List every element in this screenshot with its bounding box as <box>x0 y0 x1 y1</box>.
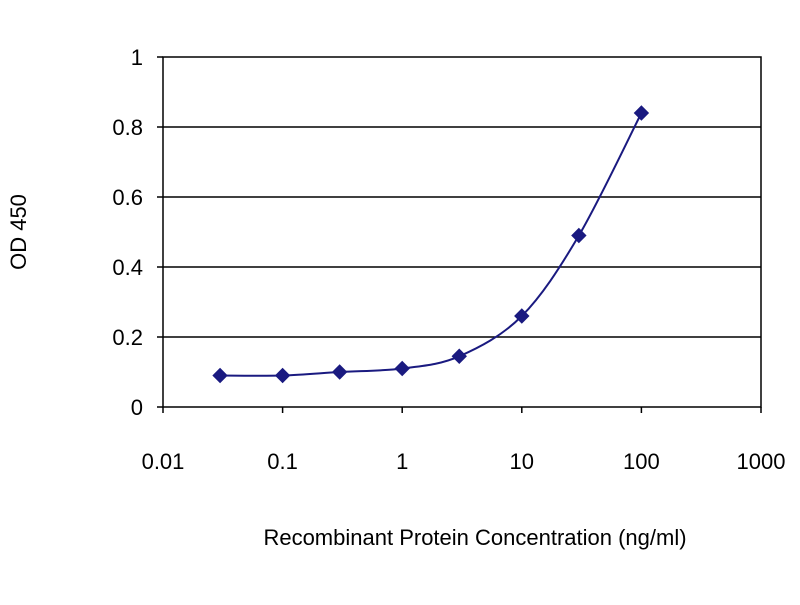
data-point-marker <box>394 360 410 377</box>
y-tick-label: 0 <box>131 395 143 420</box>
gridlines <box>163 126 761 338</box>
x-tick-labels: 0.01 0.1 1 10 100 1000 <box>142 449 786 474</box>
x-tick-label: 0.01 <box>142 449 185 474</box>
data-series <box>212 105 650 384</box>
y-tick-label: 0.8 <box>112 115 143 140</box>
y-tick-label: 0.2 <box>112 325 143 350</box>
data-point-marker <box>633 105 650 121</box>
x-axis-title: Recombinant Protein Concentration (ng/ml… <box>263 525 686 550</box>
data-point-marker <box>331 364 348 380</box>
plot-area-frame <box>162 56 762 408</box>
y-tick-label: 0.6 <box>112 185 143 210</box>
data-point-marker <box>451 348 467 364</box>
x-tick-label: 10 <box>510 449 534 474</box>
y-tick-labels: 0 0.2 0.4 0.6 0.8 1 <box>112 45 143 420</box>
y-axis-title: OD 450 <box>6 194 31 270</box>
y-tick-label: 0.4 <box>112 255 143 280</box>
x-tick-label: 1 <box>396 449 408 474</box>
x-tick-label: 0.1 <box>267 449 298 474</box>
data-point-marker <box>571 227 587 244</box>
data-point-marker <box>514 308 530 324</box>
axis-ticks <box>157 56 762 413</box>
data-point-marker <box>212 367 228 384</box>
x-tick-label: 100 <box>623 449 660 474</box>
x-tick-label: 1000 <box>737 449 786 474</box>
data-point-marker <box>274 367 291 384</box>
y-tick-label: 1 <box>131 45 143 70</box>
